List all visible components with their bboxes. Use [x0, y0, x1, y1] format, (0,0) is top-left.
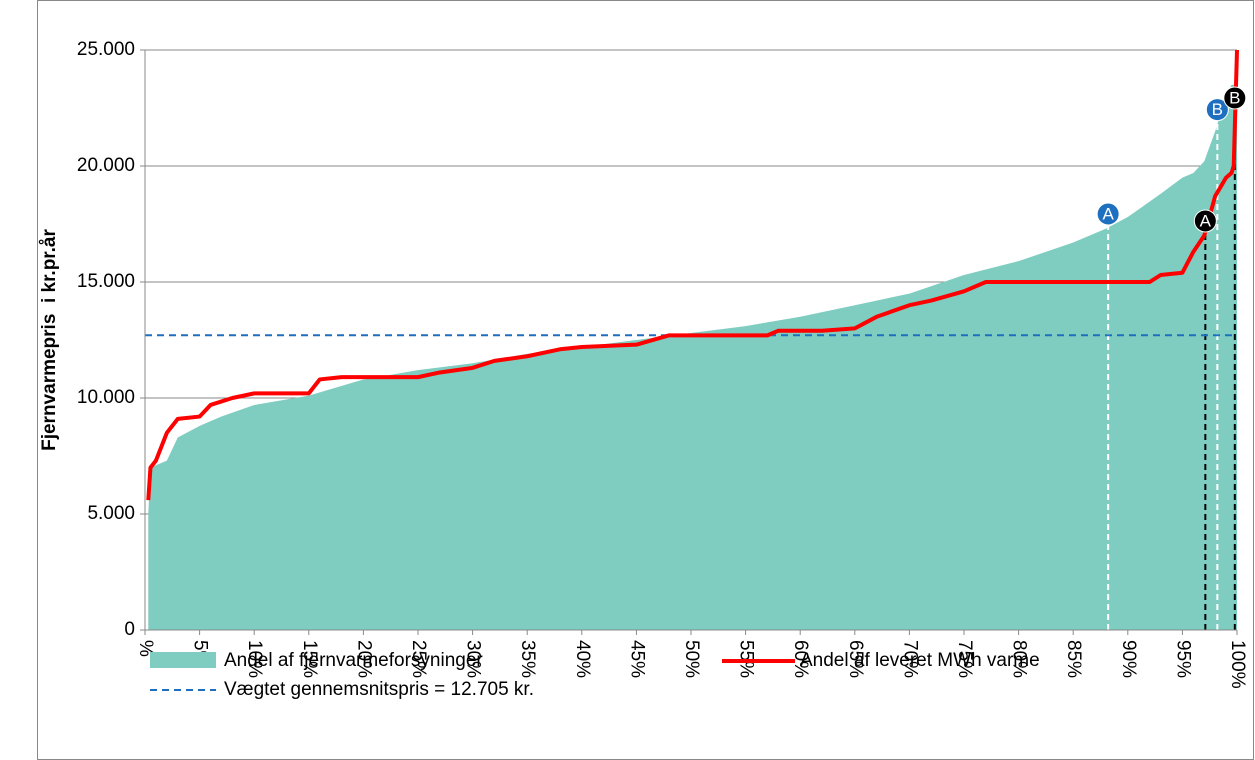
- y-tick-label: 25.000: [77, 39, 135, 60]
- marker-label: A: [1102, 204, 1114, 223]
- marker-label: B: [1229, 88, 1240, 107]
- marker-badge: [1193, 209, 1217, 233]
- marker-badge: [1096, 202, 1120, 226]
- x-tick-label: 50%: [681, 640, 702, 678]
- y-tick-label: 15.000: [77, 271, 135, 292]
- marker-label: B: [1212, 100, 1223, 119]
- y-tick-label: 20.000: [77, 155, 135, 176]
- area: [148, 84, 1237, 631]
- x-tick-label: 70%: [899, 640, 920, 678]
- x-tick-label: 35%: [517, 640, 538, 678]
- legend-label: Andel af leveret MWh varme: [800, 650, 1040, 671]
- legend-label: Vægtet gennemsnitspris = 12.705 kr.: [224, 679, 534, 700]
- x-tick-label: 15%: [299, 640, 320, 678]
- x-tick-label: 25%: [408, 640, 429, 678]
- x-tick-label: 75%: [954, 640, 975, 678]
- y-axis-label: Fjernvarmepris i kr.pr.år: [39, 229, 60, 451]
- x-tick-label: 95%: [1172, 640, 1193, 678]
- x-tick-label: 30%: [463, 640, 484, 678]
- marker-label: A: [1200, 211, 1212, 230]
- legend-label: Andel af fjernvarmeforsyninger: [224, 650, 483, 671]
- x-tick-label: 85%: [1063, 640, 1084, 678]
- y-tick-label: 0: [124, 619, 135, 640]
- x-tick-label: 20%: [353, 640, 374, 678]
- x-tick-label: 65%: [845, 640, 866, 678]
- x-tick-label: 60%: [790, 640, 811, 678]
- x-tick-label: 80%: [1009, 640, 1030, 678]
- y-tick-label: 5.000: [87, 503, 135, 524]
- x-tick-label: 40%: [572, 640, 593, 678]
- line: [146, 49, 1239, 501]
- marker-badge: [1223, 86, 1247, 110]
- legend-swatch: [150, 652, 216, 668]
- marker-badge: [1205, 98, 1229, 122]
- x-tick-label: 100%: [1227, 640, 1248, 689]
- x-tick-label: 45%: [626, 640, 647, 678]
- x-tick-label: 90%: [1118, 640, 1139, 678]
- y-tick-label: 10.000: [77, 387, 135, 408]
- x-tick-label: 10%: [244, 640, 265, 678]
